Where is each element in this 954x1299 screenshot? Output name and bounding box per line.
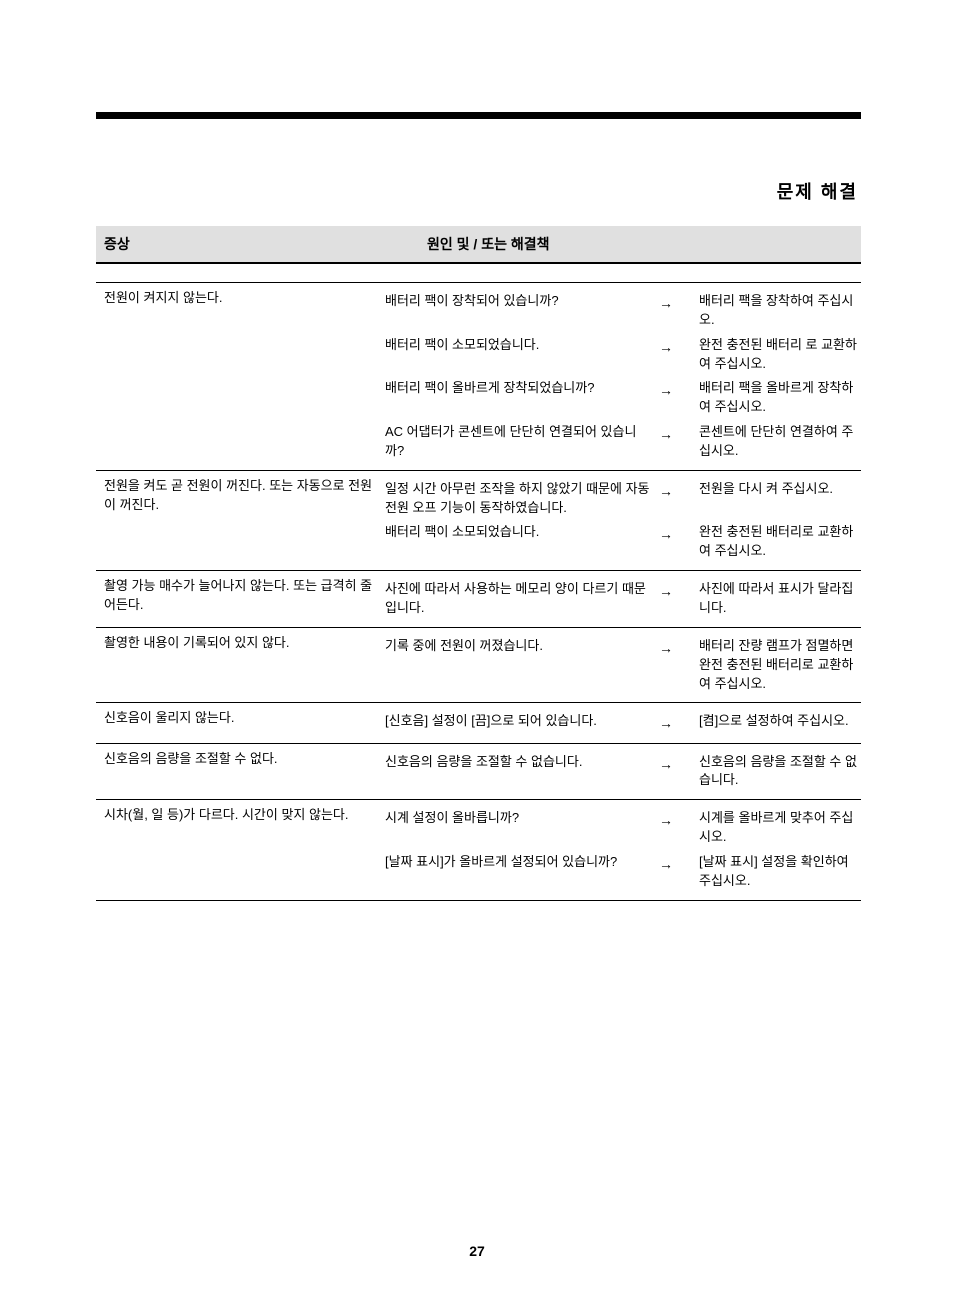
- arrow-icon: →: [659, 753, 699, 774]
- header-rule: [96, 112, 861, 119]
- arrow-icon: →: [659, 336, 699, 357]
- table-row: 시차(월, 일 등)가 다르다. 시간이 맞지 않는다. 시계 설정이 올바릅니…: [96, 800, 861, 899]
- symptom-cell: 전원을 켜도 곧 전원이 꺼진다. 또는 자동으로 전원이 꺼진다.: [96, 471, 385, 521]
- table-row: 신호음이 울리지 않는다. [신호음] 설정이 [끔]으로 되어 있습니다. →…: [96, 703, 861, 742]
- table-row: 전원이 켜지지 않는다. 배터리 팩이 장착되어 있습니까? → 배터리 팩을 …: [96, 283, 861, 470]
- table-row: 전원을 켜도 곧 전원이 꺼진다. 또는 자동으로 전원이 꺼진다. 일정 시간…: [96, 471, 861, 570]
- arrow-icon: →: [659, 809, 699, 830]
- page-number: 27: [469, 1243, 485, 1259]
- arrow-icon: →: [659, 637, 699, 658]
- symptom-cell: 전원이 켜지지 않는다.: [96, 283, 385, 314]
- arrow-icon: →: [659, 480, 699, 501]
- arrow-icon: →: [659, 853, 699, 874]
- arrow-icon: →: [659, 292, 699, 313]
- symptom-cell: 촬영한 내용이 기록되어 있지 않다.: [96, 628, 385, 659]
- symptom-cell: 촬영 가능 매수가 늘어나지 않는다. 또는 급격히 줄어든다.: [96, 571, 385, 621]
- arrow-icon: →: [659, 423, 699, 444]
- arrow-icon: →: [659, 580, 699, 601]
- section-title: 문제 해결: [777, 178, 858, 204]
- arrow-icon: →: [659, 712, 699, 733]
- table-row: 촬영 가능 매수가 늘어나지 않는다. 또는 급격히 줄어든다. 사진에 따라서…: [96, 571, 861, 627]
- arrow-icon: →: [659, 379, 699, 400]
- col-header-symptom: 증상: [96, 234, 385, 254]
- arrow-icon: →: [659, 523, 699, 544]
- table-row: 촬영한 내용이 기록되어 있지 않다. 기록 중에 전원이 꺼졌습니다. → 배…: [96, 628, 861, 703]
- col-header-cause: 원인 및 / 또는 해결책: [385, 234, 861, 254]
- troubleshooting-table: 증상 원인 및 / 또는 해결책 전원이 켜지지 않는다. 배터리 팩이 장착되…: [96, 226, 861, 901]
- table-row: 신호음의 음량을 조절할 수 없다. 신호음의 음량을 조절할 수 없습니다. …: [96, 744, 861, 800]
- symptom-cell: 신호음이 울리지 않는다.: [96, 703, 385, 734]
- symptom-cell: 신호음의 음량을 조절할 수 없다.: [96, 744, 385, 775]
- symptom-cell: 시차(월, 일 등)가 다르다. 시간이 맞지 않는다.: [96, 800, 385, 831]
